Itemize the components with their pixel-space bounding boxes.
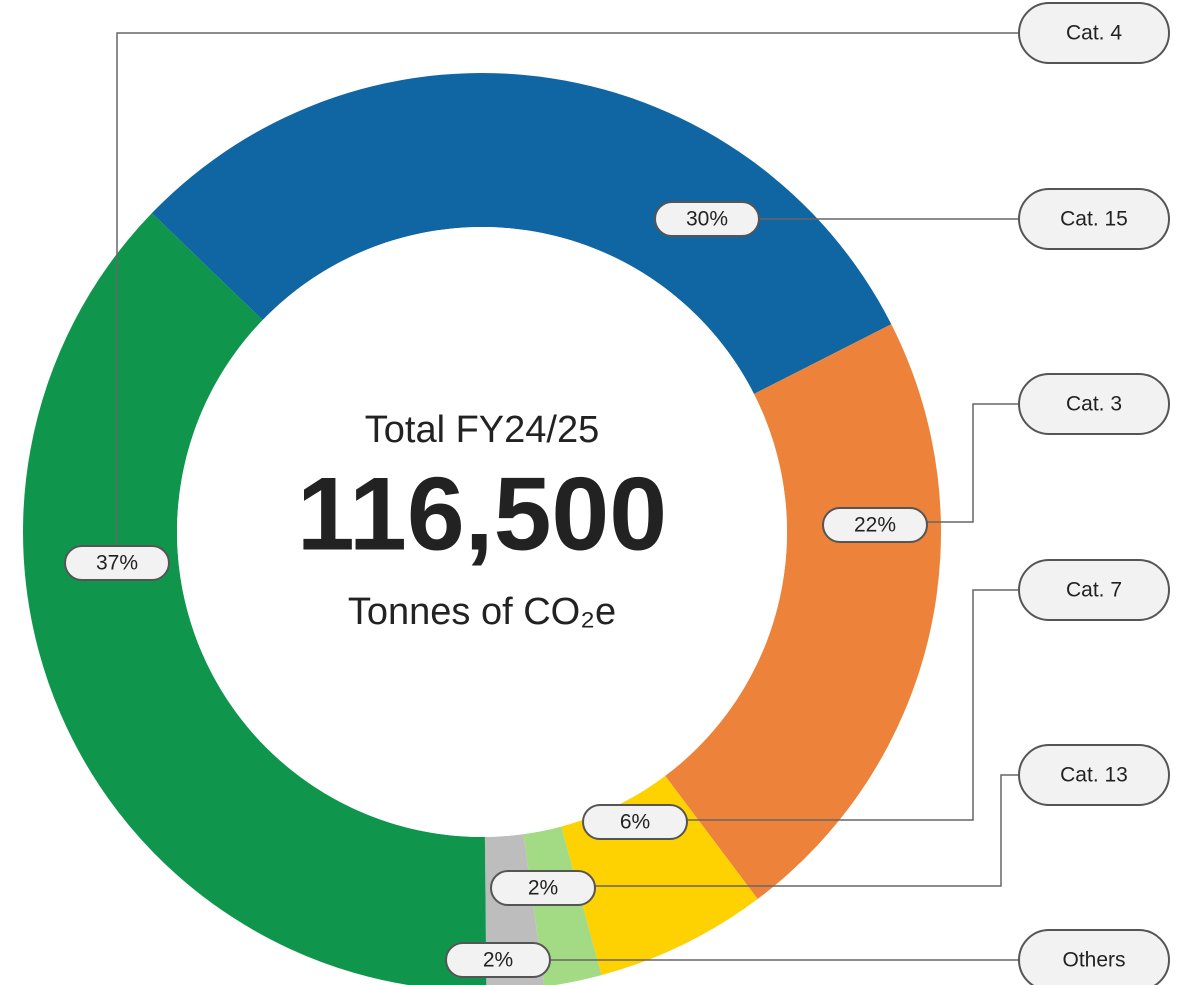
category-pill bbox=[1018, 744, 1170, 806]
category-pill bbox=[1018, 929, 1170, 985]
value-pill bbox=[64, 545, 170, 581]
center-value: 116,500 bbox=[297, 456, 667, 572]
leader-line bbox=[687, 589, 1019, 821]
category-pill bbox=[1018, 559, 1170, 621]
value-pill bbox=[654, 201, 760, 237]
category-label: Others bbox=[1062, 949, 1125, 972]
labels: 30% Cat. 15 22% Cat. 3 6% Cat. 7 2% Cat. 13 2% Ot… bbox=[64, 2, 1170, 985]
value-label: 22% bbox=[854, 514, 896, 537]
slice bbox=[151, 72, 892, 394]
donut-hole bbox=[177, 227, 787, 837]
category-label: Cat. 13 bbox=[1060, 764, 1128, 787]
category-pill bbox=[1018, 188, 1170, 250]
value-pill bbox=[582, 804, 688, 840]
value-label: 37% bbox=[96, 552, 138, 575]
leader-line bbox=[927, 403, 1019, 523]
category-pill bbox=[1018, 2, 1170, 64]
center-title: Total FY24/25 bbox=[365, 409, 599, 451]
leader-line bbox=[116, 32, 1019, 546]
value-pill bbox=[822, 507, 928, 543]
category-pill bbox=[1018, 373, 1170, 435]
value-label: 2% bbox=[528, 877, 558, 900]
category-label: Cat. 7 bbox=[1066, 579, 1122, 602]
value-pill bbox=[445, 942, 551, 978]
category-label: Cat. 3 bbox=[1066, 393, 1122, 416]
value-label: 6% bbox=[620, 811, 650, 834]
value-label: 2% bbox=[483, 949, 513, 972]
category-label: Cat. 4 bbox=[1066, 22, 1122, 45]
slices bbox=[23, 72, 941, 985]
center-unit: Tonnes of CO₂e bbox=[348, 591, 616, 633]
category-label: Cat. 15 bbox=[1060, 208, 1128, 231]
leader-line bbox=[595, 774, 1019, 887]
value-label: 30% bbox=[686, 208, 728, 231]
slice bbox=[23, 213, 487, 985]
slice bbox=[665, 324, 941, 900]
value-pill bbox=[490, 870, 596, 906]
